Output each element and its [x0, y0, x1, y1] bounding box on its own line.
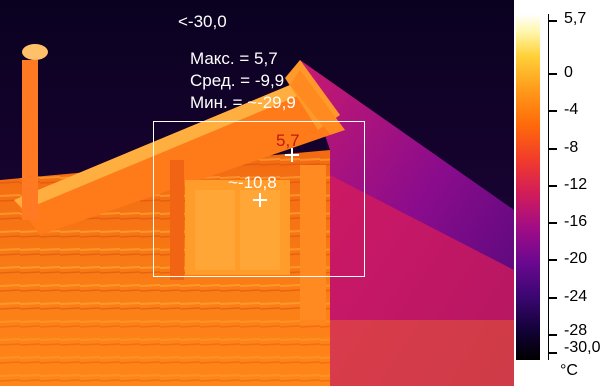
- hot-spot-crosshair-icon[interactable]: [285, 148, 299, 162]
- scale-label-max: 5,7: [564, 10, 587, 27]
- scale-tick: [549, 352, 557, 354]
- thermal-scene: [0, 0, 514, 386]
- scale-tick: [549, 110, 557, 112]
- scale-unit: °C: [560, 362, 578, 379]
- scale-tick: [549, 148, 557, 150]
- scale-tick: [549, 297, 557, 299]
- scale-label: -20: [564, 250, 588, 267]
- scale-label: -24: [564, 288, 588, 305]
- scale-label-min: -30,0: [564, 339, 601, 356]
- temperature-scale: 5,7 0 -4 -8 -12 -16 -20 -24 -28 -30,0 °C: [514, 0, 616, 386]
- scale-tick: [549, 20, 557, 22]
- scale-label: -12: [564, 176, 588, 193]
- scale-tick: [549, 73, 557, 75]
- scale-tick: [549, 259, 557, 261]
- measurement-area-box[interactable]: [153, 121, 365, 277]
- scale-tick: [549, 222, 557, 224]
- cold-spot-label: ~-10,8: [228, 173, 277, 192]
- thermal-image: <-30,0 Макс. = 5,7 Сред. = -9,9 Мин. = ~…: [0, 0, 514, 386]
- hot-spot-label: 5,7: [276, 131, 300, 150]
- stat-max: Макс. = 5,7: [190, 49, 278, 68]
- stat-min: Мин. = ~-29,9: [190, 93, 296, 112]
- cold-spot-crosshair-icon[interactable]: [253, 193, 267, 207]
- scale-axis: [548, 14, 559, 360]
- stat-avg: Сред. = -9,9: [190, 71, 285, 90]
- scale-tick: [549, 334, 557, 336]
- scale-tick: [549, 185, 557, 187]
- scale-min-readout: <-30,0: [178, 12, 227, 31]
- scale-label: -16: [564, 213, 588, 230]
- scale-label: -4: [564, 101, 579, 118]
- scale-label: -28: [564, 322, 588, 339]
- scale-label: 0: [564, 64, 573, 81]
- scale-label: -8: [564, 139, 579, 156]
- color-scale-bar: [516, 14, 540, 360]
